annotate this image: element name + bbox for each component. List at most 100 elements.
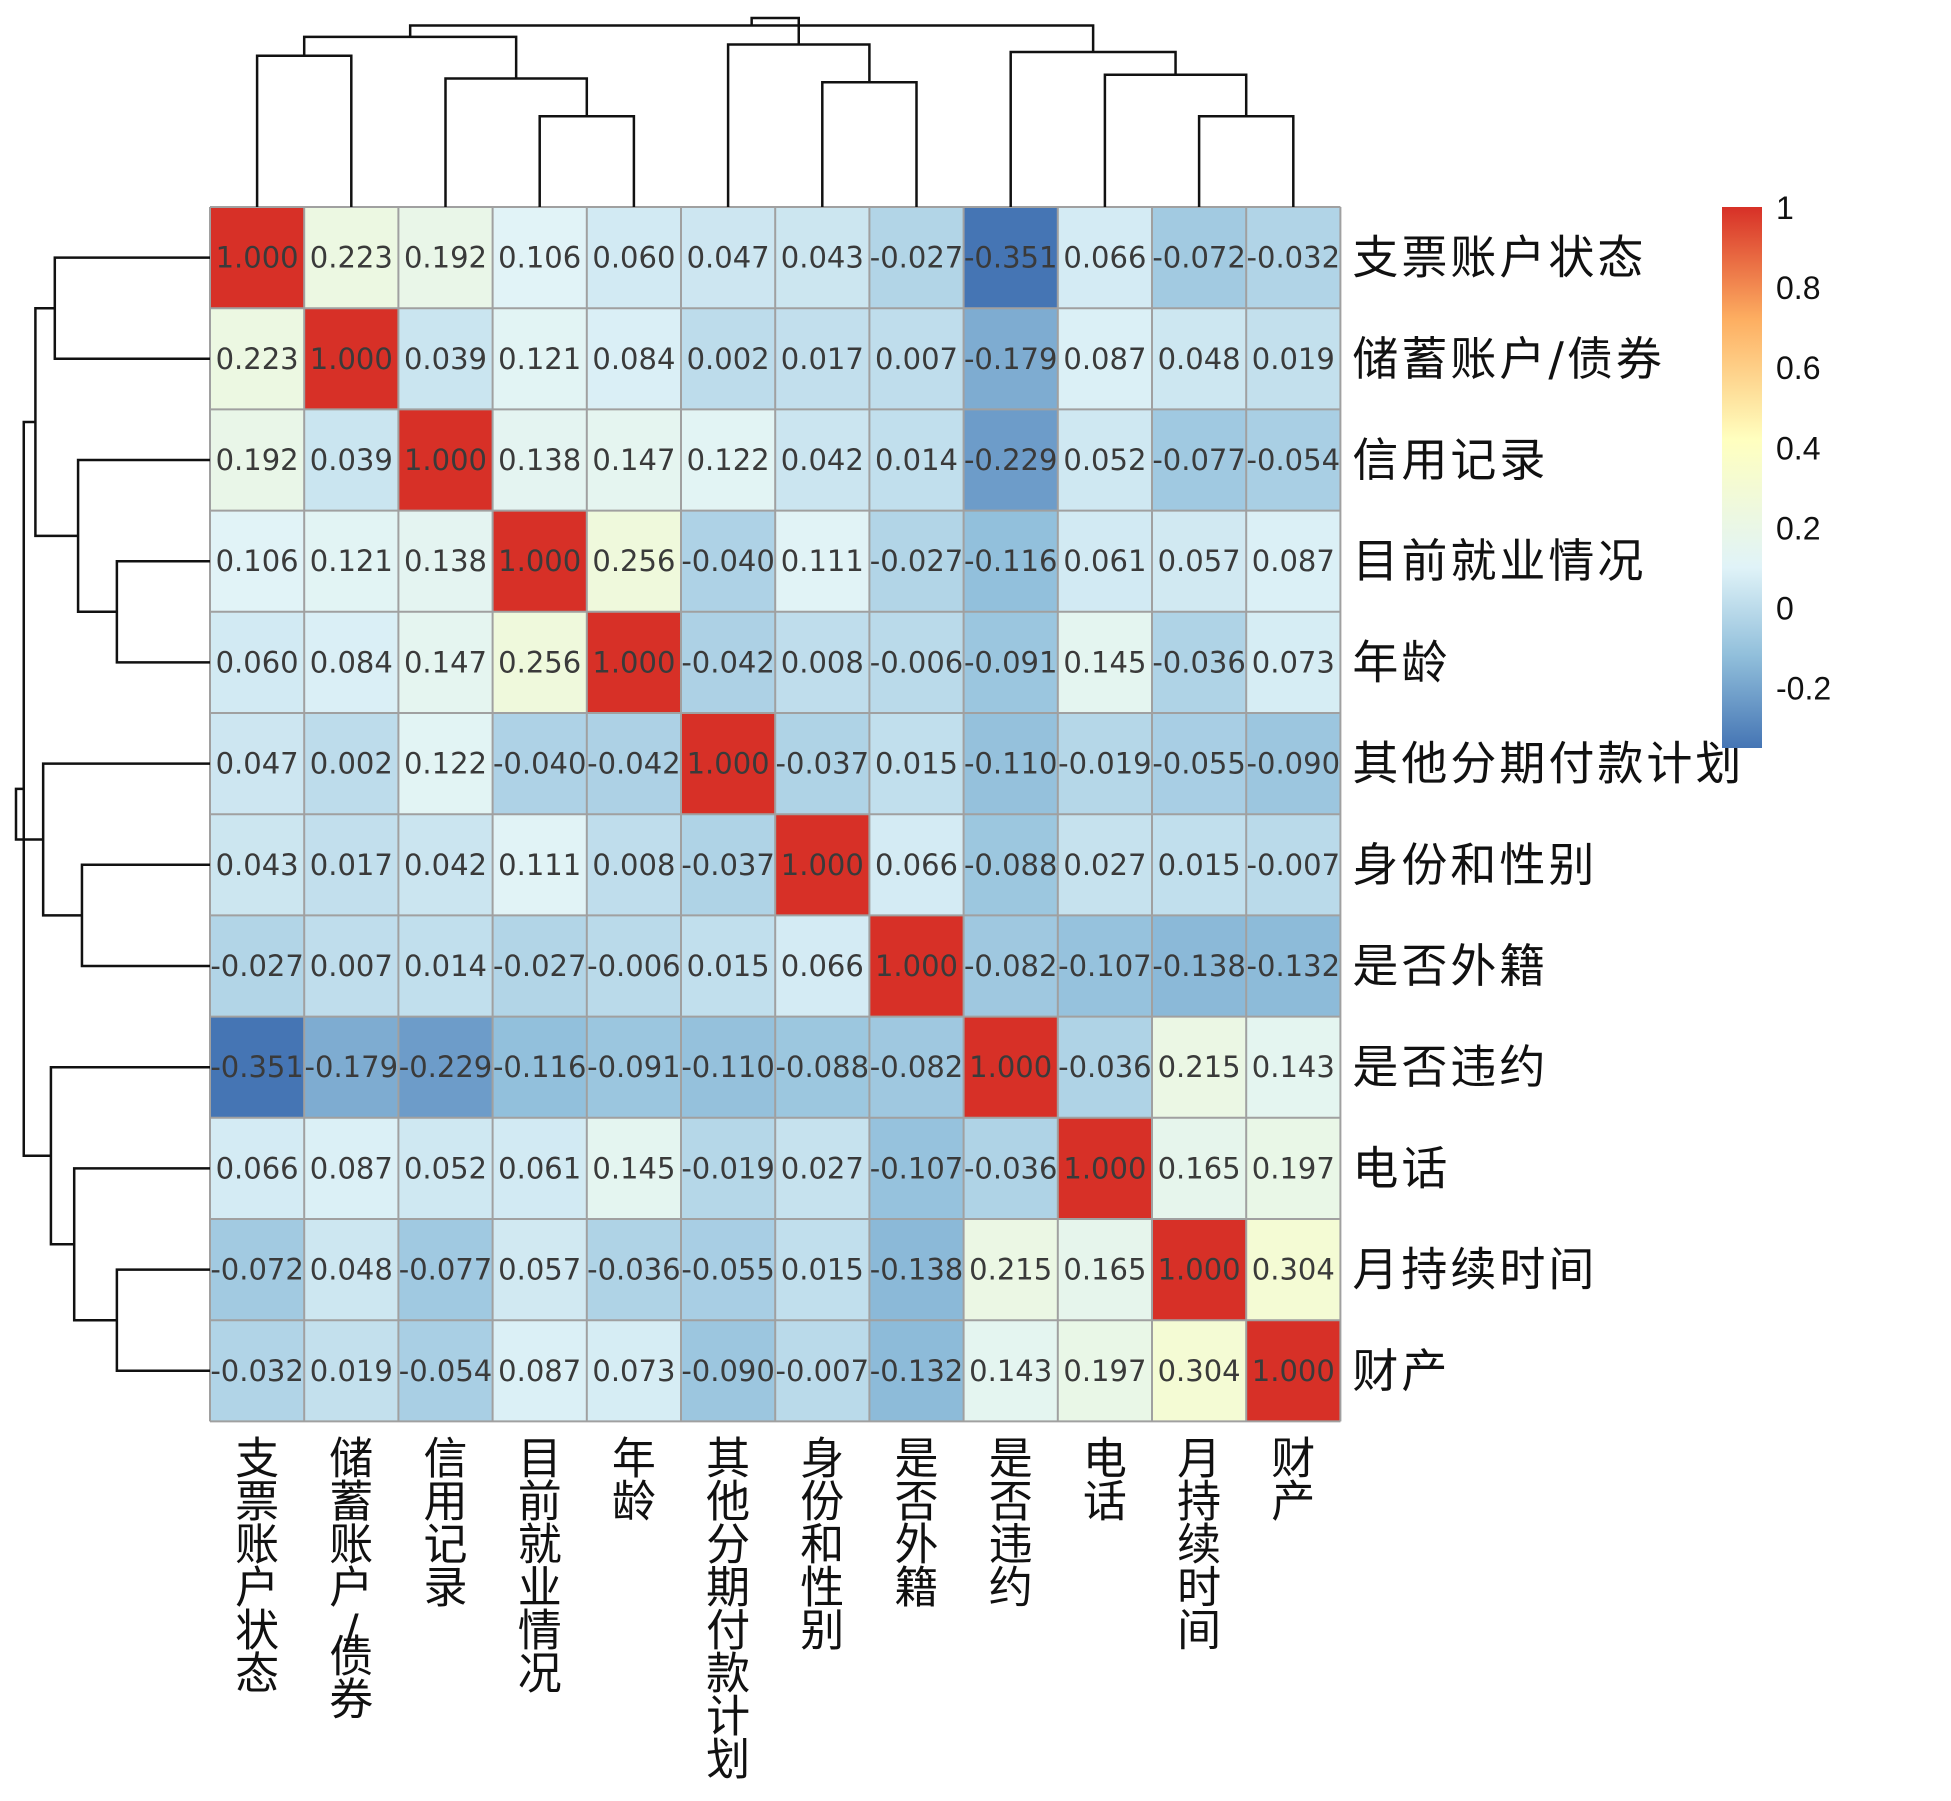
heatmap-cell-2-5 [681,409,776,511]
cell-value-6-10: 0.015 [1158,848,1241,882]
col-label-11: 财产 [1271,1433,1315,1527]
top-dendro-branch-3 [444,77,589,207]
cell-value-2-8: -0.229 [964,443,1058,477]
heatmap-cell-10-6 [775,1219,870,1321]
heatmap-cell-5-10 [1152,713,1247,815]
cell-value-8-4: -0.091 [587,1050,681,1084]
heatmap-cell-0-2 [398,207,493,309]
heatmap-cell-5-7 [869,713,964,815]
left-dendro-branch-3 [76,458,210,614]
heatmap-cell-7-7 [869,915,964,1017]
top-dendro-branch-9 [408,24,1095,53]
cell-value-11-2: -0.054 [399,1354,493,1388]
top-dendro-branch-0 [255,54,353,207]
heatmap-cell-8-3 [492,1016,587,1118]
heatmap-cell-4-5 [681,611,776,713]
cell-value-2-11: -0.054 [1247,443,1341,477]
cell-value-5-0: 0.047 [216,747,299,781]
heatmap-cell-6-1 [304,814,399,916]
left-dendro-branch-9 [22,420,51,1157]
cell-value-10-3: 0.057 [498,1253,581,1287]
heatmap-cell-9-10 [1152,1117,1247,1219]
heatmap-cell-11-4 [586,1320,681,1422]
heatmap-cell-10-9 [1057,1219,1152,1321]
heatmap-cell-0-0 [210,207,305,309]
cell-value-0-7: -0.027 [870,241,964,275]
cell-value-4-2: 0.147 [404,645,487,679]
cell-value-0-2: 0.192 [404,241,487,275]
heatmap-cell-2-0 [210,409,305,511]
cell-value-4-6: 0.008 [781,645,864,679]
heatmap-cell-8-7 [869,1016,964,1118]
cell-value-6-2: 0.042 [404,848,487,882]
cell-value-9-0: 0.066 [216,1151,299,1185]
cell-value-0-0: 1.000 [216,241,299,275]
cell-value-0-10: -0.072 [1152,241,1246,275]
top-dendro-branch-5 [1103,73,1248,207]
row-labels: 支票账户状态储蓄账户/债券信用记录目前就业情况年龄其他分期付款计划身份和性别是否… [1352,231,1744,1398]
cell-value-5-10: -0.055 [1152,747,1246,781]
cell-value-8-2: -0.229 [399,1050,493,1084]
cell-value-2-7: 0.014 [875,443,958,477]
cell-value-0-6: 0.043 [781,241,864,275]
row-label-8: 是否违约 [1352,1040,1548,1094]
heatmap-cell-3-7 [869,510,964,612]
cell-value-6-5: -0.037 [681,848,775,882]
heatmap-cell-11-7 [869,1320,964,1422]
row-label-10: 月持续时间 [1352,1243,1597,1297]
row-label-11: 财产 [1352,1344,1450,1398]
color-legend: 1 0.8 0.6 0.4 0.2 0 -0.2 [1722,190,1831,748]
heatmap-cell-10-8 [963,1219,1058,1321]
cell-value-9-8: -0.036 [964,1151,1058,1185]
heatmap-cell-3-0 [210,510,305,612]
col-label-0: 支票账户状态 [235,1433,279,1699]
heatmap-cell-2-4 [586,409,681,511]
heatmap-cell-4-4 [586,611,681,713]
heatmap-cell-10-5 [681,1219,776,1321]
cell-value-6-3: 0.111 [498,848,581,882]
cell-value-1-3: 0.121 [498,342,581,376]
cell-value-1-2: 0.039 [404,342,487,376]
cell-value-3-11: 0.087 [1252,544,1335,578]
cell-value-7-11: -0.132 [1247,949,1341,983]
heatmap-cell-0-4 [586,207,681,309]
cell-value-5-3: -0.040 [493,747,587,781]
cell-value-0-5: 0.047 [687,241,770,275]
heatmap-cell-4-0 [210,611,305,713]
col-label-10: 月持续时间 [1177,1433,1221,1656]
heatmap-cell-0-1 [304,207,399,309]
cell-value-5-7: 0.015 [875,747,958,781]
heatmap-cell-9-7 [869,1117,964,1219]
cell-value-10-1: 0.048 [310,1253,393,1287]
cell-value-6-11: -0.007 [1247,848,1341,882]
row-label-1: 储蓄账户/债券 [1352,332,1665,386]
cell-value-11-3: 0.087 [498,1354,581,1388]
cell-value-8-1: -0.179 [305,1050,399,1084]
cell-value-11-6: -0.007 [776,1354,870,1388]
cell-value-1-0: 0.223 [216,342,299,376]
cell-value-7-7: 1.000 [875,949,958,983]
heatmap-cell-7-11 [1246,915,1341,1017]
cell-value-7-10: -0.138 [1152,949,1246,983]
col-label-8: 是否违约 [989,1433,1033,1613]
cell-value-1-9: 0.087 [1063,342,1146,376]
heatmap-cell-1-4 [586,308,681,410]
row-label-5: 其他分期付款计划 [1352,737,1744,791]
cell-value-2-5: 0.122 [687,443,770,477]
cell-value-8-0: -0.351 [210,1050,304,1084]
heatmap-cell-8-2 [398,1016,493,1118]
cell-value-8-9: -0.036 [1058,1050,1152,1084]
col-label-9: 电话 [1083,1433,1127,1527]
heatmap-cell-8-10 [1152,1016,1247,1118]
cell-value-11-10: 0.304 [1158,1354,1241,1388]
heatmap-cell-6-6 [775,814,870,916]
cell-value-5-6: -0.037 [776,747,870,781]
cell-value-3-1: 0.121 [310,544,393,578]
row-label-3: 目前就业情况 [1352,534,1646,588]
legend-tick-1: 0.8 [1776,270,1820,306]
heatmap-cell-6-7 [869,814,964,916]
cell-value-3-5: -0.040 [681,544,775,578]
col-label-2: 信用记录 [424,1433,468,1613]
legend-tick-5: 0 [1776,590,1794,626]
heatmap-cell-8-8 [963,1016,1058,1118]
